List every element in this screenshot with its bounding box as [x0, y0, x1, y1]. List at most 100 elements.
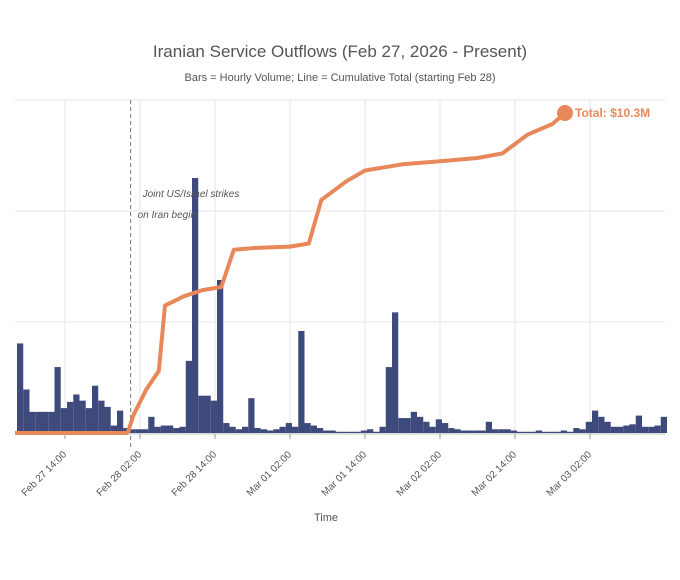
- bar: [60, 408, 67, 433]
- bar: [204, 395, 211, 433]
- bar: [517, 431, 524, 433]
- bar: [529, 431, 536, 433]
- bar: [535, 430, 542, 433]
- bar: [648, 426, 655, 433]
- bar: [367, 429, 374, 433]
- bar: [379, 426, 386, 433]
- bar: [167, 425, 174, 433]
- bar: [304, 423, 311, 433]
- bar: [642, 426, 649, 433]
- bar: [548, 431, 555, 433]
- bar: [479, 430, 486, 433]
- bar: [135, 429, 142, 433]
- bar: [198, 395, 205, 433]
- bar: [423, 421, 430, 433]
- bar: [429, 426, 436, 433]
- bar: [35, 411, 42, 433]
- bar: [154, 426, 161, 433]
- bar: [285, 423, 292, 433]
- bar: [17, 343, 24, 433]
- bar: [617, 426, 624, 433]
- bar: [354, 431, 361, 433]
- bar: [48, 411, 55, 433]
- bar: [223, 423, 230, 433]
- bar: [98, 400, 105, 433]
- cumulative-end-point: [557, 105, 573, 121]
- bar: [129, 429, 136, 433]
- bar: [385, 367, 392, 433]
- bar: [323, 430, 330, 433]
- bar: [567, 431, 574, 433]
- chart-subtitle: Bars = Hourly Volume; Line = Cumulative …: [184, 72, 496, 84]
- bar: [298, 331, 305, 433]
- bar: [473, 430, 480, 433]
- bar: [254, 428, 261, 433]
- bar: [435, 419, 442, 433]
- bar: [448, 428, 455, 433]
- bar: [73, 394, 80, 433]
- bar: [498, 429, 505, 433]
- bar: [173, 428, 180, 433]
- bar: [373, 431, 380, 433]
- grid-lines: [15, 99, 665, 434]
- x-tick-label: Feb 28 14:00: [170, 449, 220, 499]
- bar: [229, 426, 236, 433]
- x-tick-label: Mar 02 02:00: [395, 449, 445, 499]
- bar: [117, 410, 124, 433]
- bar: [348, 431, 355, 433]
- bar: [510, 430, 517, 433]
- bar: [398, 418, 405, 433]
- bar: [417, 416, 424, 433]
- bar: [560, 430, 567, 433]
- bar: [604, 421, 611, 433]
- total-label: Total: $10.3M: [575, 106, 650, 120]
- bar: [585, 421, 592, 433]
- x-tick-label: Feb 28 02:00: [95, 449, 145, 499]
- bar: [185, 360, 192, 433]
- bar: [623, 425, 630, 433]
- bar: [523, 431, 530, 433]
- x-tick-label: Mar 02 14:00: [470, 449, 520, 499]
- bar: [142, 429, 149, 433]
- annotations: Joint US/Israel strikes on Iran begin: [138, 189, 240, 221]
- bar: [542, 431, 549, 433]
- bar: [248, 398, 255, 433]
- bar: [267, 430, 274, 433]
- x-tick-label: Feb 27 14:00: [20, 449, 70, 499]
- bar: [454, 429, 461, 433]
- annotation-strikes-line1: Joint US/Israel strikes: [142, 189, 240, 200]
- bar: [29, 411, 36, 433]
- bar: [329, 430, 336, 433]
- bar: [217, 280, 224, 433]
- bar: [79, 400, 86, 433]
- bar: [392, 312, 399, 433]
- bar: [273, 429, 280, 433]
- bar: [654, 425, 661, 433]
- bar: [67, 401, 74, 433]
- bar: [292, 426, 299, 433]
- bar: [54, 367, 61, 433]
- bar: [598, 416, 605, 433]
- bar: [342, 431, 349, 433]
- bar: [235, 429, 242, 433]
- bar: [610, 426, 617, 433]
- bar: [42, 411, 49, 433]
- chart-title: Iranian Service Outflows (Feb 27, 2026 -…: [152, 42, 528, 61]
- bar: [360, 430, 367, 433]
- bar: [279, 426, 286, 433]
- bar: [410, 411, 417, 433]
- x-tick-label: Mar 03 02:00: [545, 449, 595, 499]
- bar: [442, 423, 449, 433]
- bar: [660, 416, 667, 433]
- bar: [192, 178, 199, 433]
- cumulative-line: [125, 111, 567, 435]
- bar: [92, 385, 99, 433]
- bar: [260, 429, 267, 433]
- bar: [179, 426, 186, 433]
- bar: [160, 425, 167, 433]
- bar: [629, 424, 636, 433]
- x-axis-ticks: Feb 27 14:00 Feb 28 02:00 Feb 28 14:00 Mar …: [20, 434, 595, 499]
- x-tick-label: Mar 01 02:00: [245, 449, 295, 499]
- bar: [335, 431, 342, 433]
